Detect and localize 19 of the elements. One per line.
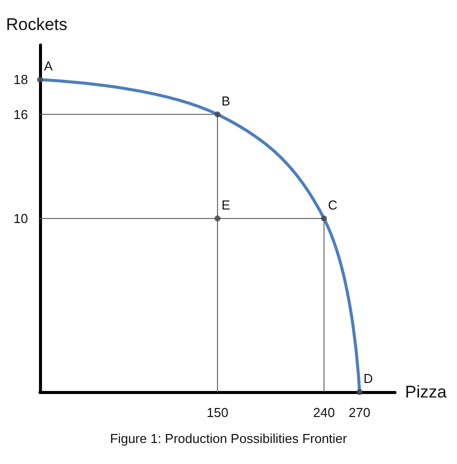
y-axis-title: Rockets xyxy=(6,15,68,34)
y-tick-label: 16 xyxy=(14,106,28,122)
annotation: E xyxy=(222,198,230,212)
annotation: B xyxy=(222,93,230,108)
point xyxy=(356,389,362,395)
x-tick-label: 150 xyxy=(206,405,228,420)
annotation: A xyxy=(44,58,53,74)
caption: Figure 1: Production Possibilities Frontier xyxy=(110,431,348,446)
point xyxy=(214,111,220,118)
point xyxy=(321,216,327,222)
x-tick-label: 270 xyxy=(348,405,370,420)
point xyxy=(37,76,43,83)
point xyxy=(214,216,220,222)
x-axis-title: Pizza xyxy=(405,382,448,402)
annotation: C xyxy=(328,198,338,212)
y-tick-label: 10 xyxy=(14,211,28,226)
annotation: D xyxy=(364,371,373,386)
x-tick-label: 240 xyxy=(313,405,335,420)
y-tick-label: 18 xyxy=(14,72,28,88)
